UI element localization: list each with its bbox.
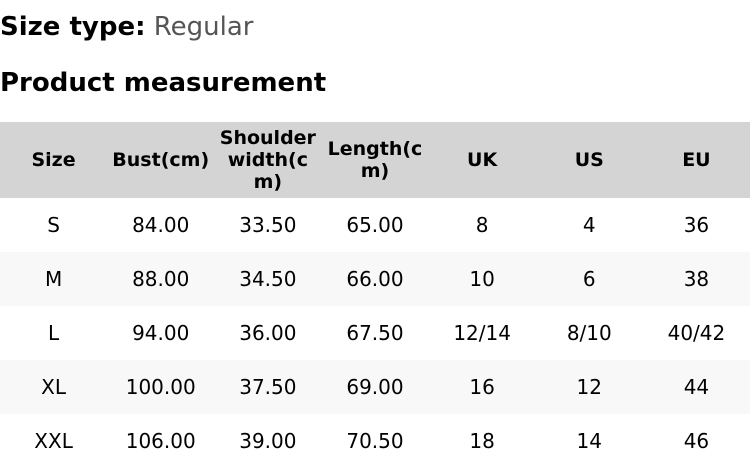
table-cell: 67.50 <box>346 321 404 345</box>
section-title: Product measurement <box>0 68 327 98</box>
size-type-value: Regular <box>153 12 254 42</box>
measurement-table: Size Bust(cm) Shoulder width(cm) Length(cm)… <box>0 122 750 468</box>
column-header: Length(cm) <box>321 122 429 198</box>
table-cell: XL <box>0 360 108 414</box>
table-cell: 36 <box>683 213 710 237</box>
table-cell: 8/10 <box>566 321 612 345</box>
table-cell: 8 <box>475 213 489 237</box>
table-cell: 37.50 <box>214 360 322 414</box>
table-row: M 88.00 34.50 66.00 10 6 38 <box>0 252 750 306</box>
table-cell: 66.00 <box>321 252 429 306</box>
table-row: L 94.00 36.00 67.50 12/14 8/10 40/42 <box>0 306 750 360</box>
table-cell: M <box>0 252 108 306</box>
table-cell: L <box>47 321 60 345</box>
table-cell: 4 <box>582 213 596 237</box>
table-cell: S <box>47 213 60 237</box>
table-row: S 84.00 33.50 65.00 8 4 36 <box>0 198 750 252</box>
table-cell: 33.50 <box>239 213 297 237</box>
table-cell: 65.00 <box>346 213 404 237</box>
column-header: EU <box>642 122 750 198</box>
table-cell: 38 <box>642 252 750 306</box>
table-row: XL 100.00 37.50 69.00 16 12 44 <box>0 360 750 414</box>
table-cell: 12/14 <box>453 321 511 345</box>
table-cell: 40/42 <box>667 321 726 345</box>
table-cell: 18 <box>469 429 495 453</box>
table-cell: 44 <box>642 360 750 414</box>
column-header: Bust(cm) <box>107 122 215 198</box>
table-cell: 36.00 <box>239 321 297 345</box>
table-cell: 16 <box>428 360 536 414</box>
column-header: Shoulder width(cm) <box>214 122 322 198</box>
table-cell: 6 <box>535 252 643 306</box>
table-cell: 39.00 <box>239 429 297 453</box>
table-cell: 34.50 <box>214 252 322 306</box>
table-cell: 84.00 <box>132 213 190 237</box>
table-cell: 100.00 <box>107 360 215 414</box>
table-cell: 46 <box>683 429 710 453</box>
table-cell: 88.00 <box>107 252 215 306</box>
column-header: US <box>535 122 643 198</box>
table-cell: 94.00 <box>132 321 190 345</box>
column-header: Size <box>0 122 108 198</box>
table-row: XXL 106.00 39.00 70.50 18 14 46 <box>0 414 750 468</box>
size-type: Size type: Regular <box>0 12 253 42</box>
size-type-label: Size type: <box>0 12 146 42</box>
table-cell: 69.00 <box>321 360 429 414</box>
table-cell: 12 <box>535 360 643 414</box>
table-cell: 106.00 <box>125 429 196 453</box>
table-cell: 70.50 <box>346 429 404 453</box>
table-cell: 10 <box>428 252 536 306</box>
table-cell: 14 <box>576 429 602 453</box>
table-cell: XXL <box>34 429 73 453</box>
column-header: UK <box>428 122 536 198</box>
